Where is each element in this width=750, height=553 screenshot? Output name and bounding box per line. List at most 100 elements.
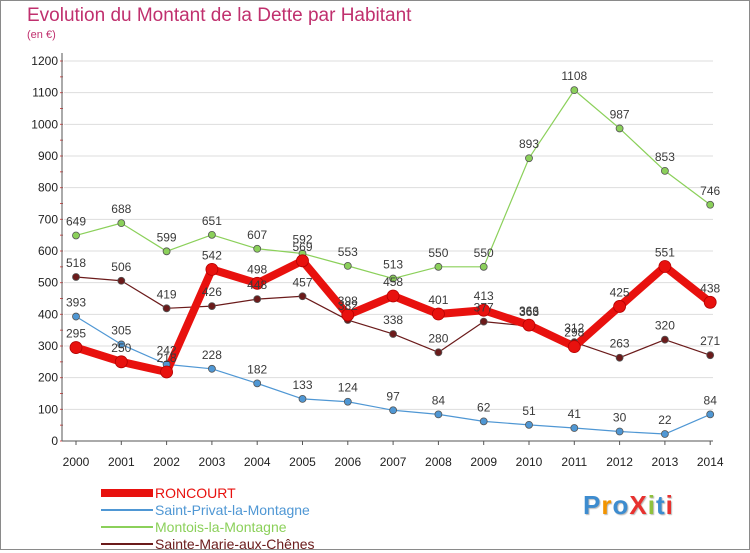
y-tick-label: 700 bbox=[38, 212, 58, 226]
data-point bbox=[658, 260, 672, 273]
data-label: 457 bbox=[292, 275, 312, 289]
data-label: 599 bbox=[157, 230, 177, 244]
data-label: 518 bbox=[66, 256, 86, 270]
y-tick-label: 1200 bbox=[31, 54, 58, 68]
data-point bbox=[207, 302, 216, 311]
y-tick-label: 900 bbox=[38, 149, 58, 163]
data-point bbox=[703, 295, 717, 309]
data-point bbox=[343, 261, 352, 270]
logo-letter: o bbox=[612, 490, 630, 520]
x-tick-label: 2002 bbox=[153, 455, 180, 469]
data-point bbox=[250, 276, 264, 290]
data-point bbox=[162, 247, 171, 256]
data-point bbox=[615, 353, 624, 362]
data-label: 97 bbox=[386, 389, 400, 403]
data-label: 438 bbox=[700, 281, 720, 295]
data-label: 298 bbox=[564, 326, 584, 340]
data-point bbox=[298, 292, 307, 301]
y-tick-label: 500 bbox=[38, 276, 58, 290]
x-tick-label: 2005 bbox=[289, 455, 316, 469]
x-tick-label: 2003 bbox=[199, 455, 226, 469]
data-label: 448 bbox=[247, 278, 267, 292]
data-label: 133 bbox=[292, 378, 312, 392]
logo-letter: i bbox=[647, 490, 656, 520]
data-label: 553 bbox=[338, 245, 358, 259]
data-point bbox=[207, 364, 216, 373]
data-label: 649 bbox=[66, 214, 86, 228]
data-point bbox=[479, 262, 488, 271]
y-tick-label: 1000 bbox=[31, 117, 58, 131]
y-tick-label: 200 bbox=[38, 371, 58, 385]
data-label: 551 bbox=[655, 246, 675, 260]
data-label: 651 bbox=[202, 214, 222, 228]
data-point bbox=[613, 300, 626, 313]
x-tick-label: 2000 bbox=[63, 455, 90, 469]
data-label: 51 bbox=[522, 404, 536, 418]
legend-label: RONCOURT bbox=[155, 485, 236, 501]
data-point bbox=[72, 312, 80, 321]
legend-label: Montois-la-Montagne bbox=[155, 519, 287, 535]
data-point bbox=[389, 330, 398, 338]
data-point bbox=[162, 304, 171, 313]
data-label: 377 bbox=[474, 301, 494, 315]
y-tick-label: 400 bbox=[38, 307, 58, 321]
data-label: 218 bbox=[157, 351, 177, 365]
data-point bbox=[615, 124, 624, 133]
data-label: 295 bbox=[66, 327, 86, 341]
data-label: 305 bbox=[111, 323, 131, 337]
legend-label: Sainte-Marie-aux-Chênes bbox=[155, 536, 315, 552]
data-label: 338 bbox=[383, 313, 403, 327]
data-point bbox=[72, 273, 80, 281]
data-label: 366 bbox=[519, 304, 539, 318]
x-tick-label: 2014 bbox=[697, 455, 724, 469]
legend-label: Saint-Privat-la-Montagne bbox=[155, 502, 310, 518]
data-point bbox=[615, 427, 624, 436]
x-tick-label: 2013 bbox=[652, 455, 679, 469]
data-point bbox=[479, 417, 488, 426]
data-label: 550 bbox=[428, 246, 448, 260]
data-point bbox=[706, 410, 715, 419]
data-point bbox=[479, 317, 488, 326]
data-point bbox=[570, 424, 579, 432]
x-tick-label: 2009 bbox=[470, 455, 497, 469]
data-point bbox=[69, 341, 83, 354]
logo-letter: X bbox=[629, 490, 648, 520]
data-label: 382 bbox=[338, 299, 358, 313]
y-tick-label: 600 bbox=[38, 244, 58, 258]
data-point bbox=[298, 394, 307, 403]
x-tick-label: 2011 bbox=[561, 455, 587, 469]
logo-letter: P bbox=[583, 490, 602, 520]
data-point bbox=[434, 262, 443, 271]
data-point bbox=[389, 274, 398, 283]
data-label: 893 bbox=[519, 137, 539, 151]
data-point bbox=[661, 166, 669, 175]
data-label: 746 bbox=[700, 184, 720, 198]
data-label: 393 bbox=[66, 296, 86, 310]
x-tick-label: 2007 bbox=[380, 455, 407, 469]
data-point bbox=[661, 335, 669, 344]
data-label: 30 bbox=[613, 411, 627, 425]
x-tick-label: 2004 bbox=[244, 455, 271, 469]
logo-letter: t bbox=[655, 490, 666, 520]
data-point bbox=[72, 231, 80, 240]
data-point bbox=[706, 200, 715, 209]
data-point bbox=[207, 230, 216, 239]
data-label: 425 bbox=[610, 285, 630, 299]
data-point bbox=[434, 348, 443, 357]
legend-swatch bbox=[101, 543, 153, 545]
data-point bbox=[386, 289, 400, 303]
x-tick-label: 2001 bbox=[108, 455, 135, 469]
data-label: 688 bbox=[111, 202, 131, 216]
data-label: 363 bbox=[519, 305, 539, 319]
data-label: 271 bbox=[700, 334, 720, 348]
data-label: 419 bbox=[157, 287, 177, 301]
data-label: 242 bbox=[157, 343, 177, 357]
data-label: 513 bbox=[383, 258, 403, 272]
x-tick-label: 2008 bbox=[425, 455, 452, 469]
logo-letter: r bbox=[601, 490, 613, 520]
data-point bbox=[341, 308, 355, 322]
data-point bbox=[114, 355, 128, 369]
data-point bbox=[117, 276, 126, 285]
legend-swatch bbox=[101, 489, 153, 497]
